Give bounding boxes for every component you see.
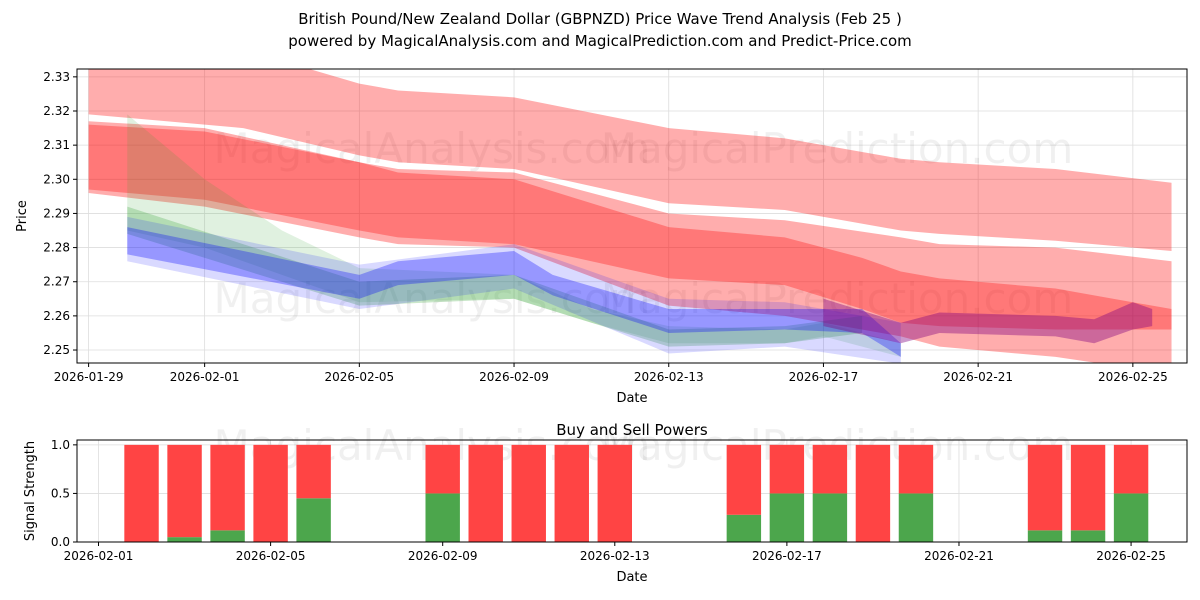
y-tick-label: 2.29	[43, 206, 70, 220]
buy-bar	[769, 493, 805, 542]
sell-bar	[726, 444, 762, 515]
chart-subtitle: powered by MagicalAnalysis.com and Magic…	[288, 32, 912, 50]
x-tick-label: 2026-02-01	[170, 370, 240, 384]
band-green-wide	[127, 114, 901, 357]
x-tick-label: 2026-02-09	[408, 549, 478, 563]
x-tick-label: 2026-02-25	[1098, 370, 1168, 384]
buy-bar	[898, 493, 934, 542]
x-tick-label: 2026-02-05	[236, 549, 306, 563]
buy-bar	[812, 493, 848, 542]
sell-bar	[124, 444, 159, 542]
signal-axes-frame	[76, 439, 1188, 543]
sell-bar	[554, 444, 589, 542]
band-core-red	[88, 124, 1172, 330]
y-tick-label: 2.31	[43, 138, 70, 152]
buy-bar	[1027, 530, 1063, 542]
band-green-core	[127, 206, 863, 347]
x-tick-label: 2026-02-09	[479, 370, 549, 384]
sell-bar	[167, 444, 202, 538]
buy-bar	[296, 498, 331, 542]
x-tick-label: 2026-02-13	[580, 549, 650, 563]
watermark: MagicalPrediction.com	[601, 124, 1074, 173]
y-tick-label: 1.0	[51, 438, 70, 452]
sell-bar	[898, 444, 934, 494]
signal-chart-title: Buy and Sell Powers	[556, 421, 708, 439]
y-tick-label: 2.27	[43, 275, 70, 289]
x-axis-label: Date	[616, 391, 647, 406]
y-tick-label: 2.32	[43, 104, 70, 118]
buy-bar	[1113, 493, 1149, 542]
sell-bar	[769, 444, 805, 494]
y-tick-label: 2.33	[43, 70, 70, 84]
x-axis-label: Date	[616, 570, 647, 585]
sell-bar	[812, 444, 848, 494]
watermark: MagicalAnalysis.com	[214, 274, 651, 323]
watermark: MagicalAnalysis.com	[214, 124, 651, 173]
y-tick-label: 0.5	[51, 486, 70, 500]
sell-bar	[1027, 444, 1063, 531]
chart-title: British Pound/New Zealand Dollar (GBPNZD…	[298, 10, 902, 28]
band-lower-light-red	[88, 121, 1172, 363]
x-tick-label: 2026-02-13	[634, 370, 704, 384]
band-upper-light-red	[88, 69, 1172, 251]
buy-bar	[1070, 530, 1106, 542]
y-axis-label: Price	[15, 200, 30, 232]
y-tick-label: 2.28	[43, 241, 70, 255]
x-tick-label: 2026-02-05	[324, 370, 394, 384]
sell-bar	[425, 444, 460, 494]
x-tick-label: 2026-02-17	[789, 370, 859, 384]
y-tick-label: 2.25	[43, 343, 70, 357]
y-tick-label: 2.26	[43, 309, 70, 323]
x-tick-label: 2026-02-17	[752, 549, 822, 563]
sell-bar	[1113, 444, 1149, 494]
price-axes-frame	[76, 68, 1188, 364]
sell-bar	[597, 444, 632, 542]
buy-bar	[210, 530, 245, 542]
y-axis-label: Signal Strength	[23, 441, 38, 541]
sell-bar	[511, 444, 546, 542]
x-tick-label: 2026-02-21	[943, 370, 1013, 384]
x-tick-label: 2026-02-25	[1096, 549, 1166, 563]
sell-bar	[296, 444, 331, 499]
sell-bar	[1070, 444, 1106, 531]
x-tick-label: 2026-02-21	[924, 549, 994, 563]
y-tick-label: 2.30	[43, 172, 70, 186]
band-blue-wide	[127, 216, 901, 363]
sell-bar	[468, 444, 503, 542]
sell-bar	[855, 444, 891, 542]
buy-bar	[726, 514, 762, 542]
sell-bar	[210, 444, 245, 531]
watermark: MagicalPrediction.com	[601, 274, 1074, 323]
buy-bar	[167, 537, 202, 542]
x-tick-label: 2026-02-01	[64, 549, 134, 563]
y-tick-label: 0.0	[51, 535, 70, 549]
band-purple-core	[823, 298, 1153, 344]
sell-bar	[253, 444, 288, 542]
band-blue-core	[127, 227, 901, 357]
x-tick-label: 2026-01-29	[54, 370, 124, 384]
buy-bar	[425, 493, 460, 542]
